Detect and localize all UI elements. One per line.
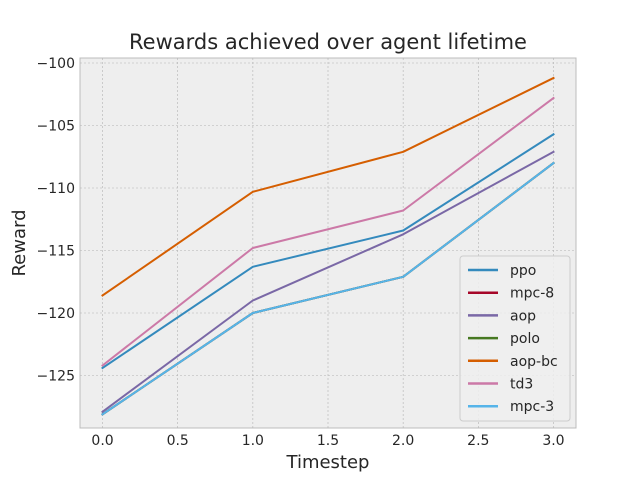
chart-title: Rewards achieved over agent lifetime <box>129 30 527 54</box>
series-lines <box>101 76 555 416</box>
y-tick-label: −125 <box>37 369 75 385</box>
x-tick-label: 0.0 <box>91 433 113 449</box>
y-axis-label: Reward <box>9 209 30 276</box>
y-tick-label: −105 <box>37 119 75 135</box>
legend-box <box>459 255 571 422</box>
x-tick-label: 2.5 <box>467 433 489 449</box>
series-line-aop <box>101 150 555 414</box>
x-axis-label: Timestep <box>286 452 370 473</box>
y-tick-label: −100 <box>37 56 75 72</box>
legend-label-td3: td3 <box>510 377 533 393</box>
series-line-td3 <box>101 96 555 367</box>
y-tick-label: −115 <box>37 244 75 260</box>
x-tick-label: 1.0 <box>242 433 264 449</box>
y-tick-label: −120 <box>37 306 75 322</box>
legend: ppo mpc-8 aop polo aop-bc td3 mpc-3 <box>459 255 571 422</box>
series-line-aop-bc <box>101 76 555 297</box>
y-axis-ticks: −100 −105 −110 −115 −120 −125 <box>37 56 75 385</box>
legend-label-aop-bc: aop-bc <box>510 354 558 370</box>
legend-label-mpc-8: mpc-8 <box>510 286 554 302</box>
x-axis-ticks: 0.0 0.5 1.0 1.5 2.0 2.5 3.0 <box>91 433 564 449</box>
series-line-ppo <box>101 132 555 370</box>
x-tick-label: 3.0 <box>542 433 564 449</box>
legend-label-mpc-3: mpc-3 <box>510 399 554 415</box>
x-tick-label: 1.5 <box>317 433 339 449</box>
legend-label-polo: polo <box>510 331 540 347</box>
x-tick-label: 0.5 <box>167 433 189 449</box>
x-tick-label: 2.0 <box>392 433 414 449</box>
series-line-mpc-3 <box>101 161 555 416</box>
legend-label-aop: aop <box>510 308 536 324</box>
legend-label-ppo: ppo <box>510 263 536 279</box>
y-tick-label: −110 <box>37 181 75 197</box>
